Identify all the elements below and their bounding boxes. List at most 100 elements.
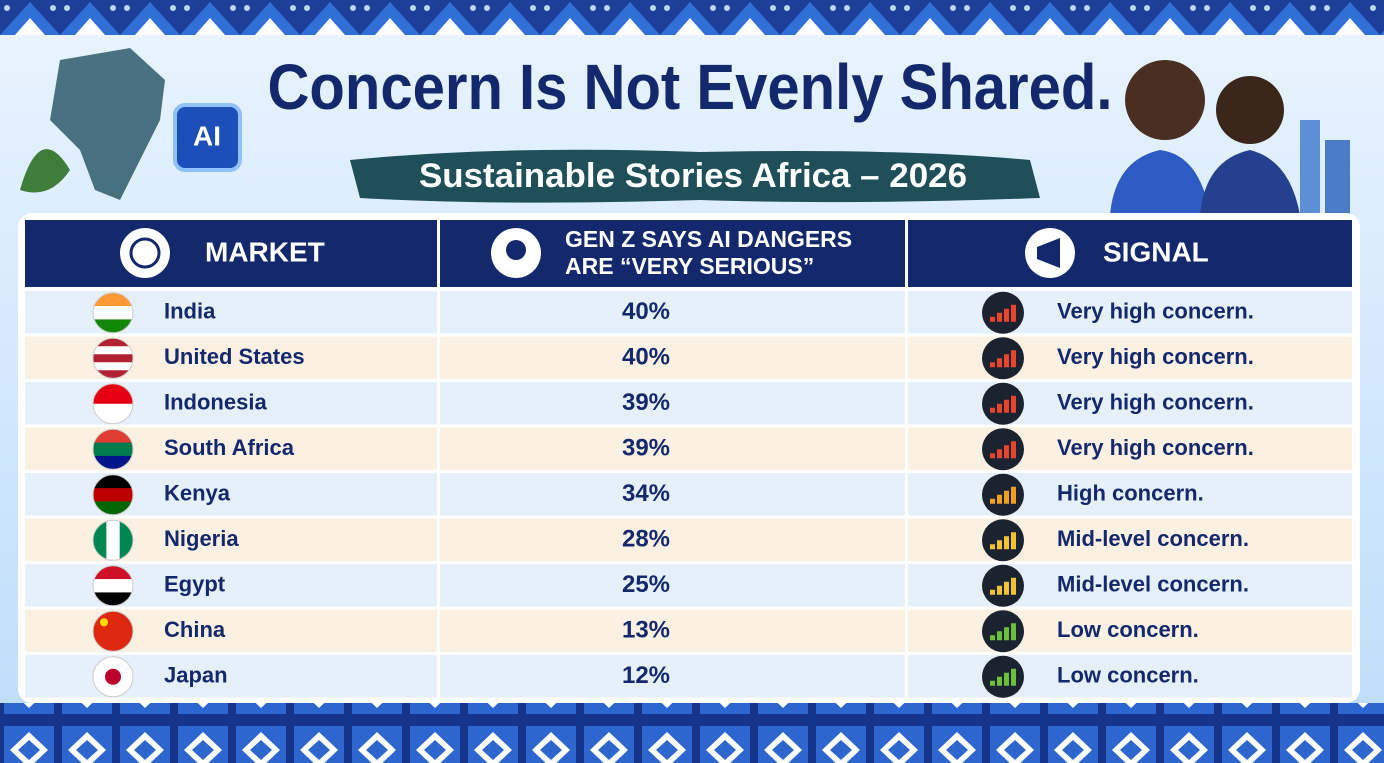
flag-stripe: [93, 501, 133, 515]
row-cell: [908, 609, 1352, 652]
share-value: 39%: [622, 389, 670, 416]
flag-rim: [92, 428, 134, 470]
signal-icon: [982, 291, 1024, 334]
signal-icon: [982, 473, 1024, 516]
signal-bar: [997, 449, 1002, 459]
row-cell: [440, 564, 905, 607]
flag-stripe: [93, 383, 133, 405]
building: [1300, 120, 1320, 215]
person-body: [1110, 150, 1210, 215]
flag-stripe: [93, 520, 107, 561]
market-name: Egypt: [164, 572, 226, 597]
signal-bar: [997, 312, 1002, 322]
signal-bar: [997, 403, 1002, 413]
share-value: 40%: [622, 298, 670, 325]
header-icon: [120, 228, 170, 278]
bottom-pattern: [0, 703, 1384, 763]
signal-text: Very high concern.: [1057, 344, 1254, 369]
signal-bar: [1004, 308, 1009, 322]
signal-icon: [982, 428, 1024, 471]
row-cell: [440, 518, 905, 561]
person-body: [1200, 150, 1300, 215]
signal-icon: [982, 564, 1024, 607]
row-cell: [25, 655, 437, 698]
subtitle-banner: [350, 149, 1040, 203]
market-name: China: [164, 617, 226, 642]
megaphone-glyph: [1037, 238, 1060, 268]
share-value: 34%: [622, 480, 670, 507]
signal-bar: [997, 676, 1002, 686]
flag-stripe: [93, 370, 133, 379]
row-cell: [908, 564, 1352, 607]
globe-glyph: [129, 237, 161, 269]
flag: [93, 429, 133, 470]
flag: [93, 520, 133, 561]
flag: [93, 292, 133, 333]
row-cell: [908, 655, 1352, 698]
market-name: United States: [164, 344, 305, 369]
flag-rim: [92, 292, 134, 334]
flag-rim: [92, 610, 134, 652]
flag-stripe: [93, 611, 133, 652]
flag: [93, 338, 133, 379]
flag: [93, 383, 133, 424]
flag-stripe: [93, 474, 133, 489]
signal-bar: [1011, 623, 1016, 641]
title: Concern Is Not Evenly Shared.: [268, 51, 1113, 123]
row-cell: [440, 427, 905, 470]
signal-bar: [1011, 668, 1016, 686]
row-cell: [25, 291, 437, 334]
flag: [93, 611, 133, 652]
market-name: South Africa: [164, 435, 295, 460]
signal-text: Very high concern.: [1057, 390, 1254, 415]
signal-bar: [990, 316, 995, 322]
flag-stripe: [93, 429, 133, 444]
signal-bar: [997, 585, 1002, 595]
signal-bar: [990, 407, 995, 413]
flag-stripe: [93, 403, 133, 424]
signal-bar: [990, 680, 995, 686]
row-cell: [25, 564, 437, 607]
flag-stripe: [106, 520, 121, 561]
signal-bar: [1011, 532, 1016, 550]
row-cell: [908, 427, 1352, 470]
header-cell: [908, 220, 1352, 287]
flag-stripe: [93, 306, 133, 320]
row-cell: [440, 291, 905, 334]
share-value: 25%: [622, 571, 670, 598]
row-cell: [440, 382, 905, 425]
row-cell: [440, 609, 905, 652]
signal-bar: [997, 631, 1002, 641]
column-header: MARKET: [205, 236, 325, 267]
subtitle: Sustainable Stories Africa – 2026: [419, 157, 967, 195]
signal-bar: [997, 358, 1002, 368]
signal-icon: [982, 519, 1024, 562]
flag-stripe: [93, 338, 133, 347]
signal-icon: [982, 610, 1024, 653]
flag-stripe: [93, 354, 133, 363]
signal-text: Low concern.: [1057, 663, 1199, 688]
flag-stripe: [93, 579, 133, 593]
row-cell: [440, 336, 905, 379]
share-value: 28%: [622, 526, 670, 553]
africa-map: [50, 48, 165, 200]
share-value: 39%: [622, 435, 670, 462]
signal-text: Mid-level concern.: [1057, 572, 1249, 597]
signal-bar: [1011, 577, 1016, 595]
signal-text: Very high concern.: [1057, 299, 1254, 324]
signal-bar: [1011, 395, 1016, 413]
flag-rim: [92, 519, 134, 561]
signal-bar: [990, 362, 995, 368]
row-cell: [908, 291, 1352, 334]
signal-icon: [982, 655, 1024, 698]
signal-text: Mid-level concern.: [1057, 526, 1249, 551]
flag-sun: [105, 668, 121, 685]
signal-icon: [982, 337, 1024, 380]
column-header: GEN Z SAYS AI DANGERS: [565, 226, 852, 252]
row-cell: [908, 473, 1352, 516]
flag: [93, 656, 133, 697]
market-name: Kenya: [164, 481, 231, 506]
signal-bar: [990, 635, 995, 641]
